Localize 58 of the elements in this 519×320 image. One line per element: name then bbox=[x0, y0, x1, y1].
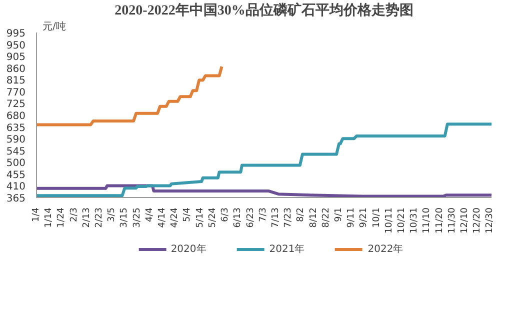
x-tick-label: 9/21 bbox=[359, 207, 370, 228]
x-tick-label: 12/20 bbox=[472, 207, 483, 234]
x-tick-label: 4/24 bbox=[170, 207, 180, 228]
x-tick-label: 6/23 bbox=[246, 207, 256, 228]
x-tick-label: 2/23 bbox=[94, 207, 105, 228]
x-tick-label: 1/24 bbox=[56, 207, 67, 228]
x-tick-label: 1/14 bbox=[44, 207, 54, 228]
x-tick-label: 11/10 bbox=[422, 207, 432, 234]
y-tick-label: 455 bbox=[6, 170, 26, 181]
x-tick-label: 7/13 bbox=[270, 207, 281, 228]
y-tick-label: 725 bbox=[6, 99, 26, 110]
legend-label: 2021年 bbox=[269, 243, 305, 256]
x-tick-label: 3/5 bbox=[107, 208, 118, 222]
x-tick-label: 2/13 bbox=[82, 207, 92, 228]
x-tick-label: 11/20 bbox=[434, 207, 445, 234]
y-tick-label: 680 bbox=[6, 111, 26, 122]
x-tick-label: 10/31 bbox=[410, 208, 420, 234]
x-tick-label: 9/1 bbox=[334, 208, 344, 222]
x-tick-label: 10/11 bbox=[384, 208, 394, 234]
x-tick-label: 7/3 bbox=[258, 208, 268, 222]
x-tick-label: 5/24 bbox=[208, 207, 218, 228]
x-tick-label: 10/1 bbox=[372, 207, 382, 228]
x-tick-label: 8/12 bbox=[308, 207, 319, 228]
x-tick-label: 4/4 bbox=[144, 207, 155, 222]
y-tick-label: 410 bbox=[6, 182, 26, 193]
x-tick-label: 8/2 bbox=[296, 208, 306, 222]
x-tick-label: 6/13 bbox=[233, 207, 244, 228]
x-tick-label: 5/14 bbox=[195, 207, 206, 228]
y-tick-label: 500 bbox=[6, 158, 26, 170]
x-tick-label: 3/25 bbox=[132, 207, 142, 228]
x-tick-label: 9/11 bbox=[346, 207, 357, 228]
x-tick-label: 6/3 bbox=[220, 208, 231, 222]
chart-title: 2020-2022年中国30%品位磷矿石平均价格走势图 bbox=[114, 2, 414, 18]
x-tick-label: 7/23 bbox=[284, 207, 294, 228]
x-tick-label: 5/4 bbox=[182, 207, 193, 222]
legend-label: 2022年 bbox=[368, 243, 404, 256]
y-tick-label: 815 bbox=[6, 76, 26, 87]
x-tick-label: 12/30 bbox=[485, 207, 496, 234]
y-tick-label: 905 bbox=[6, 52, 26, 64]
y-tick-label: 635 bbox=[6, 122, 26, 134]
y-tick-label: 545 bbox=[6, 146, 26, 158]
x-tick-label: 3/15 bbox=[120, 207, 130, 228]
y-tick-label: 860 bbox=[6, 64, 26, 75]
y-tick-label: 590 bbox=[6, 134, 26, 146]
y-tick-label: 995 bbox=[6, 28, 26, 40]
x-tick-label: 4/14 bbox=[158, 207, 168, 228]
y-tick-label: 950 bbox=[6, 40, 26, 52]
x-tick-label: 12/10 bbox=[460, 207, 470, 234]
x-tick-label: 10/21 bbox=[397, 208, 408, 234]
y-axis-title: 元/吨 bbox=[42, 20, 66, 32]
x-tick-label: 8/22 bbox=[321, 207, 332, 228]
x-tick-label: 1/4 bbox=[32, 207, 42, 222]
y-tick-label: 770 bbox=[6, 87, 26, 98]
x-tick-label: 11/30 bbox=[447, 207, 458, 234]
y-tick-label: 365 bbox=[6, 194, 26, 204]
legend-label: 2020年 bbox=[170, 243, 206, 256]
line-series bbox=[36, 65, 224, 126]
x-tick-label: 2/3 bbox=[69, 208, 80, 222]
